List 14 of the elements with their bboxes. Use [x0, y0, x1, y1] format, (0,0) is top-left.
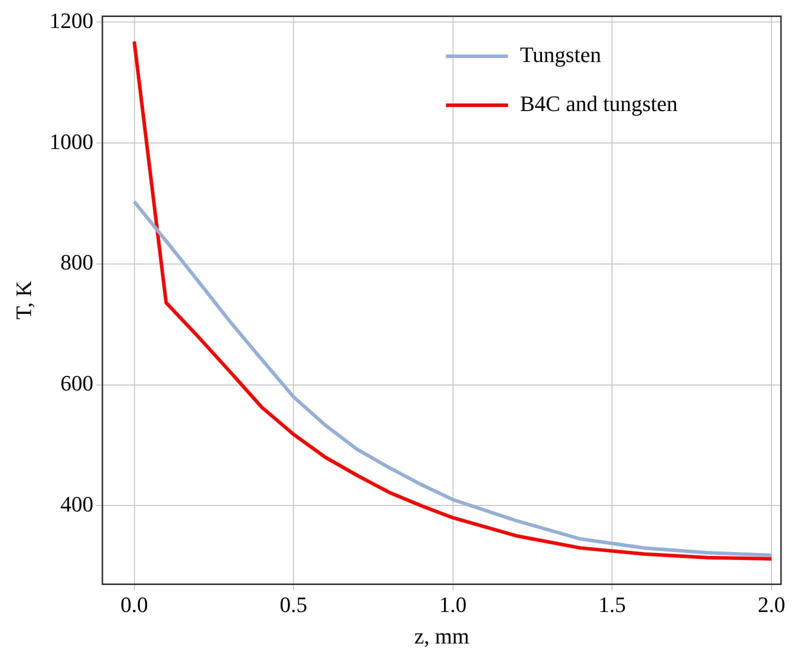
legend-label: B4C and tungsten [520, 90, 678, 116]
x-tick-label: 2.0 [758, 592, 786, 618]
y-tick-label: 1000 [49, 128, 94, 154]
x-tick-label: 0.0 [120, 592, 148, 618]
y-tick-label: 800 [60, 250, 94, 275]
y-tick-label: 400 [60, 491, 94, 516]
y-tick-label: 1200 [49, 8, 94, 34]
y-tick-label: 600 [60, 370, 94, 396]
x-tick-label: 1.5 [598, 592, 626, 618]
x-axis-title: z, mm [414, 624, 470, 649]
y-axis-title: T, K [10, 280, 36, 320]
x-tick-label: 1.0 [439, 592, 467, 618]
x-tick-label: 0.5 [280, 592, 308, 618]
legend-label: Tungsten [520, 42, 602, 67]
